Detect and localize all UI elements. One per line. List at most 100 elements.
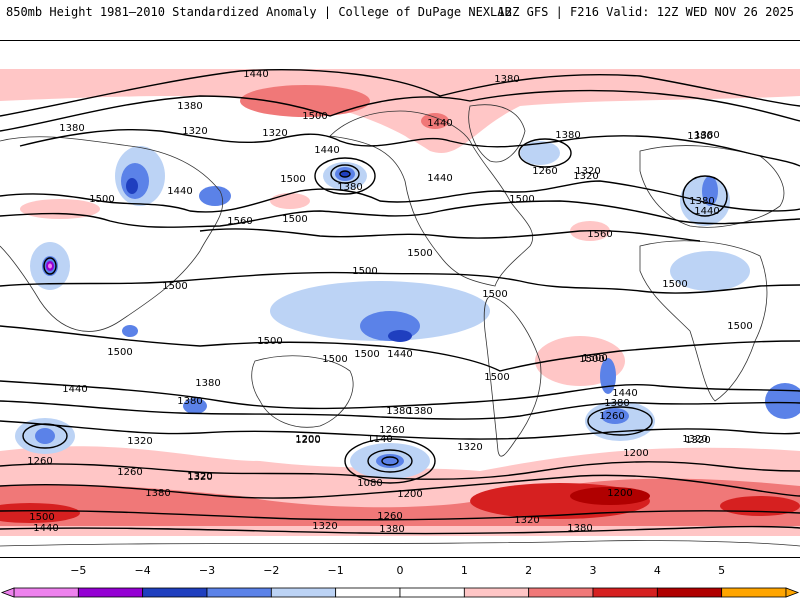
contour-label: 1320 — [187, 471, 212, 482]
contour-label: 1320 — [682, 434, 707, 445]
contour-label: 1500 — [280, 174, 305, 185]
contour-label: 1380 — [555, 130, 580, 141]
south-indian-low-core — [601, 408, 629, 424]
contour-label: 1380 — [694, 130, 719, 141]
contour-label: 1380 — [494, 74, 519, 85]
contour-label: 1260 — [27, 456, 52, 467]
colorbar-segment — [592, 587, 658, 598]
colorbar-graphic — [0, 587, 800, 598]
contour-label: 1320 — [457, 442, 482, 453]
aleutian-low-contour-3 — [339, 170, 351, 178]
southwest-pacific-low-contour — [22, 423, 68, 449]
colorbar-arrow-right — [785, 587, 800, 598]
colorbar-segment — [528, 587, 594, 598]
africa-negative — [670, 251, 750, 291]
contour-label: 1380 — [145, 488, 170, 499]
colorbar-segment — [206, 587, 272, 598]
contour-label: 1440 — [314, 145, 339, 156]
colorbar-segment — [13, 587, 79, 598]
contour-1320-polar — [0, 509, 800, 521]
contour-label: 1320 — [514, 515, 539, 526]
contour-label: 1440 — [33, 523, 58, 534]
western-pacific-negative — [122, 325, 138, 337]
contour-label: 1200 — [623, 448, 648, 459]
contour-label: 1500 — [662, 279, 687, 290]
contour-label: 1380 — [59, 123, 84, 134]
contour-label: 1440 — [167, 186, 192, 197]
height-contours — [0, 69, 800, 535]
contour-1320-south — [0, 420, 800, 440]
south-indian-low-contour — [587, 406, 653, 436]
colorbar-label: 0 — [396, 564, 404, 577]
map-title: 850mb Height 1981–2010 Standardized Anom… — [6, 5, 512, 19]
contour-label: 1500 — [727, 321, 752, 332]
contour-label: 1380 — [379, 524, 404, 535]
contour-label: 1500 — [354, 349, 379, 360]
contour-1560-tropics — [199, 228, 701, 242]
tropical-pacific-deep — [388, 330, 412, 342]
contour-label: 1140 — [367, 434, 392, 445]
contour-label: 1380 — [687, 131, 712, 142]
header: 850mb Height 1981–2010 Standardized Anom… — [0, 0, 800, 40]
north-america-coast — [329, 110, 533, 287]
contour-label: 1500 — [482, 289, 507, 300]
contour-label: 1500 — [407, 248, 432, 259]
colorbar-segment — [270, 587, 337, 598]
contour-1380-polar — [0, 525, 800, 535]
contour-1500-equator — [0, 271, 800, 294]
colorbar-arrow-left — [0, 587, 15, 598]
contour-label: 1320 — [573, 171, 598, 182]
contour-label: 1380 — [689, 196, 714, 207]
colorbar-label: 1 — [460, 564, 468, 577]
contour-1380-south — [0, 400, 800, 420]
colorbar-segment — [77, 587, 144, 598]
colorbar: −5 −4 −3 −2 −1 0 1 2 3 4 5 — [0, 560, 800, 600]
contour-label: 1560 — [227, 216, 252, 227]
contour-label: 1440 — [387, 349, 412, 360]
colorbar-segment — [399, 587, 465, 598]
contour-label: 1440 — [243, 69, 268, 80]
contour-label: 1260 — [379, 425, 404, 436]
greenland-negative — [520, 141, 560, 165]
contour-label: 1380 — [567, 523, 592, 534]
contour-label: 1080 — [357, 478, 382, 489]
contour-1200-south — [0, 474, 800, 499]
contour-labels: 1440 1380 1500 1320 1380 1500 1440 1500 1440 1440… — [27, 69, 752, 535]
contour-label: 1320 — [685, 435, 710, 446]
contour-label: 1260 — [377, 511, 402, 522]
colorbar-label: 4 — [653, 564, 661, 577]
contour-1440-mid — [0, 180, 800, 213]
colorbar-segment — [142, 587, 208, 598]
south-atlantic-negative — [600, 358, 616, 394]
contour-label: 1200 — [295, 435, 320, 446]
colorbar-segment — [463, 587, 530, 598]
colorbar-label: 2 — [525, 564, 533, 577]
contour-label: 1320 — [262, 128, 287, 139]
contour-label: 1500 — [509, 194, 534, 205]
contour-label: 1500 — [107, 347, 132, 358]
contour-label: 1260 — [599, 411, 624, 422]
contour-label: 1380 — [177, 101, 202, 112]
contour-label: 1380 — [195, 378, 220, 389]
asia-coast-west — [0, 136, 224, 332]
aleutian-low-contour-2 — [330, 164, 360, 184]
negative-anomaly-areas — [15, 141, 800, 479]
colorbar-segment — [335, 587, 401, 598]
south-america-coast — [483, 295, 542, 457]
contour-label: 1500 — [582, 353, 607, 364]
greenland-coast — [468, 104, 526, 163]
aleutian-low-contour-1 — [314, 157, 376, 195]
colorbar-segment — [656, 587, 723, 598]
model-run-info: 12Z GFS | F216 Valid: 12Z WED NOV 26 202… — [497, 5, 794, 19]
contour-label: 1320 — [182, 126, 207, 137]
colorbar-label: 3 — [589, 564, 597, 577]
map-panel: 1440 1380 1500 1320 1380 1500 1440 1500 1440 1440… — [0, 40, 800, 558]
kamchatka-negative — [199, 186, 231, 206]
contour-label: 1500 — [484, 372, 509, 383]
contour-label: 1500 — [322, 354, 347, 365]
antarctic-core-2 — [570, 487, 650, 505]
south-pacific-low-contour-3 — [381, 456, 399, 466]
tropical-pacific-negative — [270, 281, 490, 341]
siberia-negative-deep — [126, 178, 138, 194]
contour-label: 1380 — [407, 406, 432, 417]
